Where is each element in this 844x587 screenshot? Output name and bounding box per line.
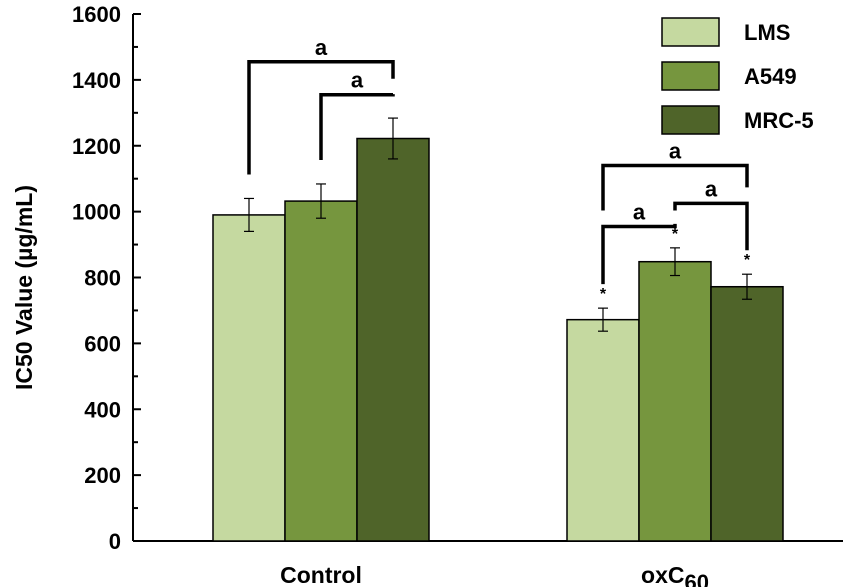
significance-label: a: [669, 139, 682, 164]
significance-label: a: [351, 68, 364, 93]
significance-label: a: [633, 199, 646, 224]
significance-bracket: [601, 223, 677, 285]
legend-label-a549: A549: [744, 64, 797, 89]
legend-label-mrc-5: MRC-5: [744, 108, 814, 133]
significance-label: a: [705, 176, 718, 201]
y-tick-label: 200: [84, 463, 121, 488]
significance-bracket: [673, 201, 749, 251]
significance-label: a: [315, 35, 328, 60]
axes: 0 200 400 600 800 1000 1200 1400 1600 IC50 Value …: [11, 2, 843, 587]
y-tick-label: 600: [84, 331, 121, 356]
y-tick-label: 800: [84, 266, 121, 291]
bar-a549: [638, 260, 712, 542]
bar-mrc-5: [356, 137, 430, 542]
significance-bracket: [601, 163, 749, 211]
y-tick-label: 0: [109, 529, 121, 554]
bar-a549: [284, 200, 358, 542]
y-tick-label: 1400: [72, 68, 121, 93]
bar-mrc-5: [710, 285, 784, 542]
asterisk-label: *: [672, 226, 679, 243]
significance-bracket: [247, 60, 395, 175]
legend: LMS A549 MRC-5: [661, 17, 814, 135]
bars-group: [212, 117, 784, 542]
legend-swatch-lms: [661, 17, 720, 47]
y-tick-label: 1200: [72, 134, 121, 159]
y-tick-label: 1600: [72, 2, 121, 27]
x-category-label: oxC60: [641, 562, 709, 587]
asterisk-label: *: [744, 252, 751, 269]
significance-bracket: [319, 92, 395, 160]
bar-lms: [566, 318, 640, 542]
legend-label-lms: LMS: [744, 20, 790, 45]
y-tick-label: 1000: [72, 200, 121, 225]
bar-lms: [212, 214, 286, 542]
legend-swatch-mrc-5: [661, 105, 720, 135]
asterisk-label: *: [600, 286, 607, 303]
y-axis-title: IC50 Value (µg/mL): [11, 185, 37, 390]
legend-swatch-a549: [661, 61, 720, 91]
x-category-label: Control: [280, 562, 362, 587]
y-tick-label: 400: [84, 397, 121, 422]
